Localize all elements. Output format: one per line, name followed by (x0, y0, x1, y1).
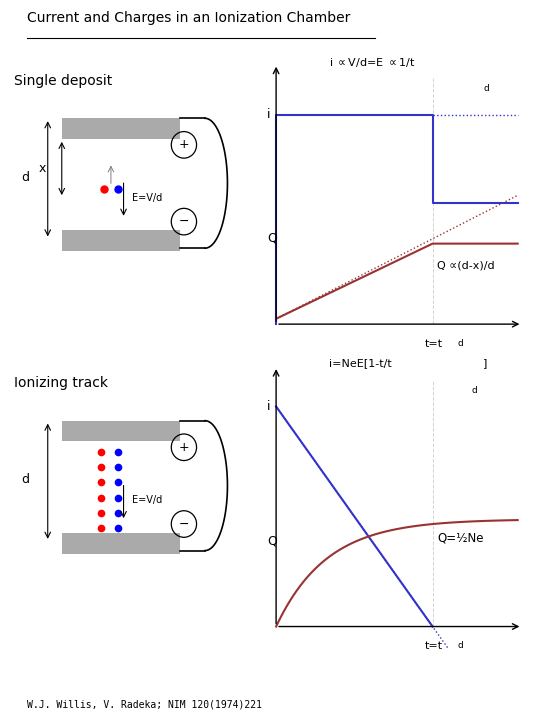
Text: Q=½Ne: Q=½Ne (437, 531, 484, 544)
Text: d: d (458, 642, 464, 650)
Text: d: d (21, 171, 29, 184)
Text: +: + (179, 441, 189, 454)
Text: Current and Charges in an Ionization Chamber: Current and Charges in an Ionization Cha… (27, 11, 350, 24)
Text: Q ∝(d-x)/d: Q ∝(d-x)/d (437, 260, 495, 270)
Text: W.J. Willis, V. Radeka; NIM 120(1974)221: W.J. Willis, V. Radeka; NIM 120(1974)221 (27, 699, 262, 709)
FancyBboxPatch shape (62, 230, 180, 251)
Text: E=V/d: E=V/d (132, 193, 162, 203)
Text: i=NeE[1-t/t: i=NeE[1-t/t (329, 358, 392, 368)
Text: i $\propto$V/d=E $\propto$1/t: i $\propto$V/d=E $\propto$1/t (329, 55, 415, 69)
Text: −: − (179, 215, 189, 228)
Text: i: i (267, 108, 271, 121)
Text: E=V/d: E=V/d (132, 495, 162, 505)
FancyBboxPatch shape (62, 118, 180, 139)
Text: d: d (458, 339, 464, 348)
Text: Q: Q (267, 232, 277, 245)
Text: d: d (471, 387, 477, 395)
Text: −: − (179, 518, 189, 531)
Text: Q: Q (267, 534, 277, 547)
FancyBboxPatch shape (62, 420, 180, 441)
Text: Ionizing track: Ionizing track (14, 377, 108, 390)
Text: d: d (483, 84, 489, 93)
Text: d: d (21, 473, 29, 486)
Text: t=t: t=t (424, 642, 443, 652)
Text: Single deposit: Single deposit (14, 74, 112, 88)
Text: x: x (38, 162, 46, 175)
Text: ]: ] (483, 358, 488, 368)
Text: t=t: t=t (424, 339, 443, 349)
Text: +: + (179, 138, 189, 151)
FancyBboxPatch shape (62, 533, 180, 554)
Text: i: i (267, 400, 271, 413)
